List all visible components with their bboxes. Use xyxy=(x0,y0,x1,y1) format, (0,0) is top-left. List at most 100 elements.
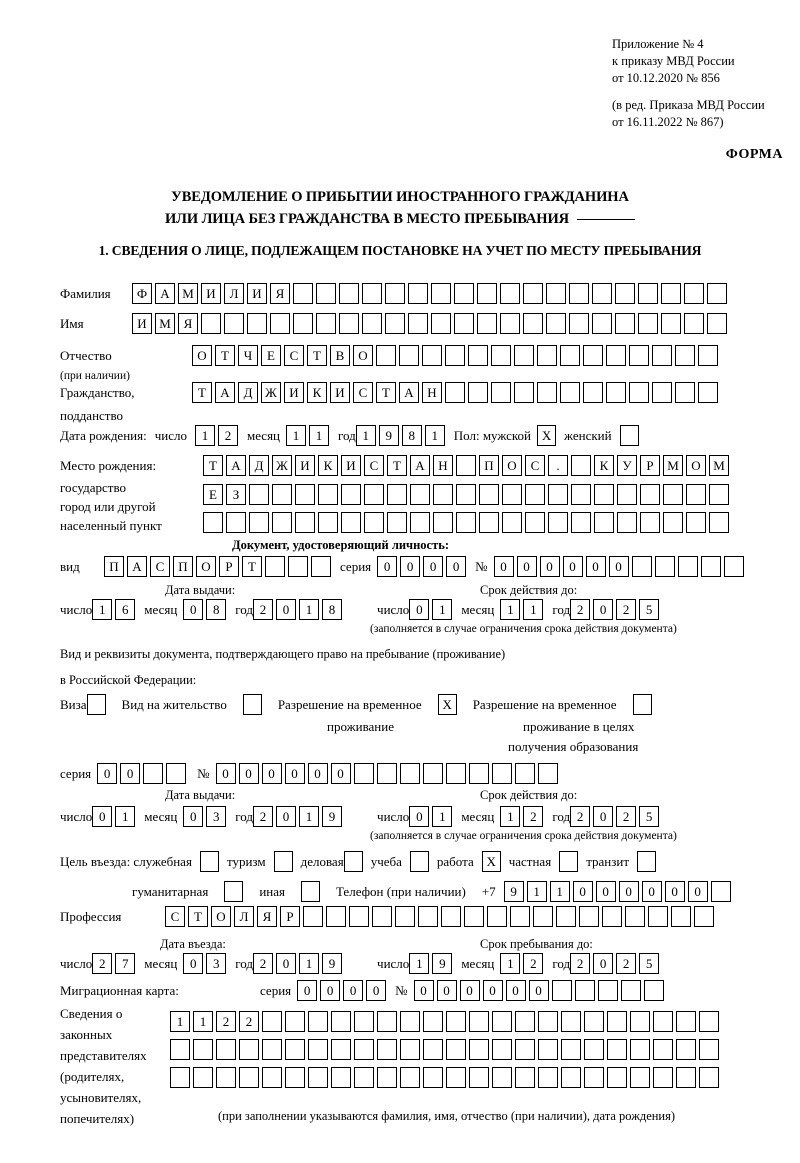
char-cell[interactable] xyxy=(326,906,346,927)
legal-rep-row3-cells[interactable] xyxy=(170,1067,722,1088)
char-cell[interactable] xyxy=(423,1067,443,1088)
char-cell[interactable] xyxy=(561,1067,581,1088)
char-cell[interactable] xyxy=(492,1067,512,1088)
char-cell[interactable] xyxy=(431,283,451,304)
char-cell[interactable] xyxy=(339,283,359,304)
char-cell[interactable] xyxy=(523,283,543,304)
char-cell[interactable] xyxy=(629,345,649,366)
char-cell[interactable]: И xyxy=(295,455,315,476)
char-cell[interactable] xyxy=(607,1067,627,1088)
char-cell[interactable] xyxy=(316,313,336,334)
char-cell[interactable] xyxy=(293,283,313,304)
char-cell[interactable]: 0 xyxy=(120,763,141,784)
digit-cell[interactable]: 3 xyxy=(206,806,227,827)
char-cell[interactable]: И xyxy=(330,382,350,403)
char-cell[interactable] xyxy=(677,556,698,577)
char-cell[interactable] xyxy=(362,283,382,304)
char-cell[interactable]: М xyxy=(155,313,175,334)
char-cell[interactable]: 0 xyxy=(595,881,616,902)
char-cell[interactable] xyxy=(676,1039,696,1060)
char-cell[interactable]: К xyxy=(594,455,614,476)
char-cell[interactable] xyxy=(477,283,497,304)
char-cell[interactable] xyxy=(239,1067,259,1088)
char-cell[interactable] xyxy=(533,906,553,927)
char-cell[interactable]: П xyxy=(104,556,124,577)
char-cell[interactable] xyxy=(686,512,706,533)
legal-rep-row2-cells[interactable] xyxy=(170,1039,722,1060)
char-cell[interactable]: 2 xyxy=(216,1011,236,1032)
char-cell[interactable] xyxy=(468,382,488,403)
char-cell[interactable]: 0 xyxy=(493,556,514,577)
char-cell[interactable]: К xyxy=(307,382,327,403)
char-cell[interactable] xyxy=(492,1039,512,1060)
char-cell[interactable] xyxy=(354,1011,374,1032)
purpose-service-checkbox[interactable] xyxy=(199,851,219,872)
char-cell[interactable] xyxy=(166,763,187,784)
digit-cell[interactable]: 8 xyxy=(206,599,227,620)
char-cell[interactable] xyxy=(671,906,691,927)
char-cell[interactable] xyxy=(331,1011,351,1032)
char-cell[interactable] xyxy=(318,484,338,505)
purpose-transit-checkbox[interactable] xyxy=(637,851,657,872)
char-cell[interactable] xyxy=(709,484,729,505)
char-cell[interactable] xyxy=(546,313,566,334)
char-cell[interactable] xyxy=(387,512,407,533)
char-cell[interactable]: 0 xyxy=(516,556,537,577)
char-cell[interactable] xyxy=(502,484,522,505)
char-cell[interactable]: Я xyxy=(257,906,277,927)
char-cell[interactable] xyxy=(663,484,683,505)
char-cell[interactable] xyxy=(170,1067,190,1088)
char-cell[interactable]: 1 xyxy=(170,1011,190,1032)
char-cell[interactable]: Т xyxy=(203,455,223,476)
char-cell[interactable] xyxy=(311,556,331,577)
char-cell[interactable] xyxy=(630,1067,650,1088)
digit-cell[interactable]: 0 xyxy=(276,599,297,620)
char-cell[interactable]: 0 xyxy=(618,881,639,902)
char-cell[interactable] xyxy=(247,313,267,334)
digit-cell[interactable]: 2 xyxy=(570,953,591,974)
char-cell[interactable] xyxy=(400,1011,420,1032)
char-cell[interactable] xyxy=(339,313,359,334)
char-cell[interactable] xyxy=(684,313,704,334)
char-cell[interactable] xyxy=(201,313,221,334)
char-cell[interactable]: 0 xyxy=(377,556,398,577)
char-cell[interactable] xyxy=(661,283,681,304)
char-cell[interactable] xyxy=(663,512,683,533)
char-cell[interactable] xyxy=(331,1067,351,1088)
char-cell[interactable]: 0 xyxy=(284,763,305,784)
char-cell[interactable] xyxy=(654,556,675,577)
char-cell[interactable]: 0 xyxy=(423,556,444,577)
digit-cell[interactable]: 0 xyxy=(276,806,297,827)
digit-cell[interactable]: 1 xyxy=(115,806,136,827)
char-cell[interactable] xyxy=(308,1067,328,1088)
char-cell[interactable]: С xyxy=(364,455,384,476)
char-cell[interactable]: 9 xyxy=(503,881,524,902)
char-cell[interactable]: Р xyxy=(280,906,300,927)
birth-place-row3-cells[interactable] xyxy=(203,512,732,533)
char-cell[interactable]: Т xyxy=(387,455,407,476)
digit-cell[interactable]: 9 xyxy=(322,806,343,827)
char-cell[interactable]: 0 xyxy=(366,980,387,1001)
digit-cell[interactable]: 2 xyxy=(523,953,544,974)
char-cell[interactable]: 0 xyxy=(641,881,662,902)
digit-cell[interactable]: 8 xyxy=(401,425,422,446)
char-cell[interactable]: А xyxy=(226,455,246,476)
digit-cell[interactable]: 2 xyxy=(616,953,637,974)
char-cell[interactable]: В xyxy=(330,345,350,366)
digit-cell[interactable]: 5 xyxy=(639,953,660,974)
char-cell[interactable]: Д xyxy=(249,455,269,476)
char-cell[interactable]: У xyxy=(617,455,637,476)
char-cell[interactable] xyxy=(249,484,269,505)
char-cell[interactable]: Т xyxy=(242,556,262,577)
char-cell[interactable] xyxy=(387,484,407,505)
char-cell[interactable] xyxy=(308,1011,328,1032)
char-cell[interactable]: 0 xyxy=(261,763,282,784)
digit-cell[interactable]: 9 xyxy=(432,953,453,974)
char-cell[interactable]: О xyxy=(192,345,212,366)
char-cell[interactable]: М xyxy=(178,283,198,304)
char-cell[interactable] xyxy=(617,484,637,505)
